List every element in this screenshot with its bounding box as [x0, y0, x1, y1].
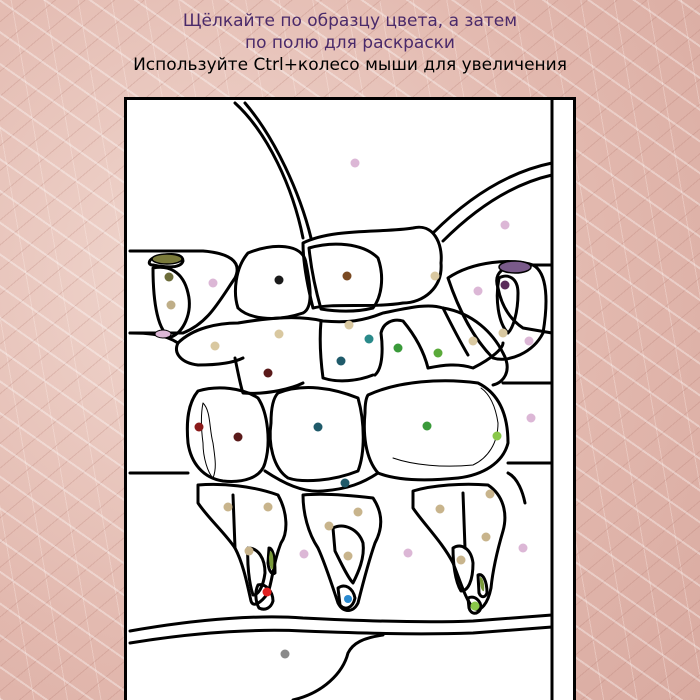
color-sample-dot[interactable]	[208, 278, 218, 288]
color-sample-dot[interactable]	[262, 587, 272, 597]
color-sample-dot[interactable]	[456, 555, 466, 565]
color-sample-dot[interactable]	[473, 286, 483, 296]
color-sample-dot[interactable]	[343, 551, 353, 561]
color-sample-dot[interactable]	[166, 300, 176, 310]
color-sample-dot[interactable]	[470, 601, 480, 611]
color-sample-dot[interactable]	[500, 220, 510, 230]
color-sample-dot[interactable]	[485, 489, 495, 499]
color-sample-dot[interactable]	[518, 543, 528, 553]
color-sample-dot[interactable]	[344, 320, 354, 330]
color-sample-dot[interactable]	[313, 422, 323, 432]
color-sample-dot[interactable]	[500, 280, 510, 290]
coloring-canvas[interactable]	[127, 100, 576, 700]
color-sample-dot[interactable]	[324, 521, 334, 531]
color-sample-dot[interactable]	[422, 421, 432, 431]
color-sample-dot[interactable]	[336, 356, 346, 366]
color-sample-dot[interactable]	[223, 502, 233, 512]
color-sample-dot[interactable]	[274, 329, 284, 339]
instruction-line-2: по полю для раскраски	[245, 33, 455, 53]
color-sample-dot[interactable]	[435, 504, 445, 514]
color-sample-dot[interactable]	[498, 328, 508, 338]
color-sample-olive[interactable]	[151, 253, 183, 265]
instruction-line-1: Щёлкайте по образцу цвета, а затем	[182, 11, 518, 31]
color-sample-dot[interactable]	[403, 548, 413, 558]
color-sample-dot[interactable]	[280, 649, 290, 659]
color-sample-dot[interactable]	[299, 549, 309, 559]
color-sample-sliver[interactable]	[480, 577, 485, 592]
color-sample-dot[interactable]	[344, 595, 352, 603]
color-sample-dot[interactable]	[274, 275, 284, 285]
color-sample-dot[interactable]	[210, 341, 220, 351]
color-sample-dot[interactable]	[364, 334, 374, 344]
region-outlines	[128, 100, 554, 700]
color-sample-dot[interactable]	[164, 272, 174, 282]
color-sample-dot[interactable]	[492, 431, 502, 441]
color-sample-sliver[interactable]	[269, 551, 274, 570]
color-sample-dot[interactable]	[430, 271, 440, 281]
color-sample-dot[interactable]	[263, 368, 273, 378]
color-sample-dot[interactable]	[340, 478, 350, 488]
color-sample-dot[interactable]	[244, 546, 254, 556]
color-sample-lilac[interactable]	[154, 329, 172, 339]
color-sample-dot[interactable]	[524, 336, 534, 346]
color-sample-dot[interactable]	[526, 413, 536, 423]
color-sample-dot[interactable]	[433, 348, 443, 358]
color-sample-dot[interactable]	[263, 502, 273, 512]
color-sample-dot[interactable]	[194, 422, 204, 432]
color-sample-dot[interactable]	[468, 336, 478, 346]
color-sample-dot[interactable]	[353, 507, 363, 517]
color-sample-dot[interactable]	[233, 432, 243, 442]
color-sample-dot[interactable]	[342, 271, 352, 281]
coloring-board[interactable]	[124, 97, 576, 700]
instructions-header: Щёлкайте по образцу цвета, а затем по по…	[0, 10, 700, 76]
color-sample-dot[interactable]	[393, 343, 403, 353]
color-sample-dot[interactable]	[350, 158, 360, 168]
color-sample-dot[interactable]	[481, 532, 491, 542]
color-samples[interactable]	[151, 158, 536, 659]
zoom-hint: Используйте Ctrl+колесо мыши для увеличе…	[133, 55, 567, 75]
color-sample-purple[interactable]	[498, 260, 532, 274]
